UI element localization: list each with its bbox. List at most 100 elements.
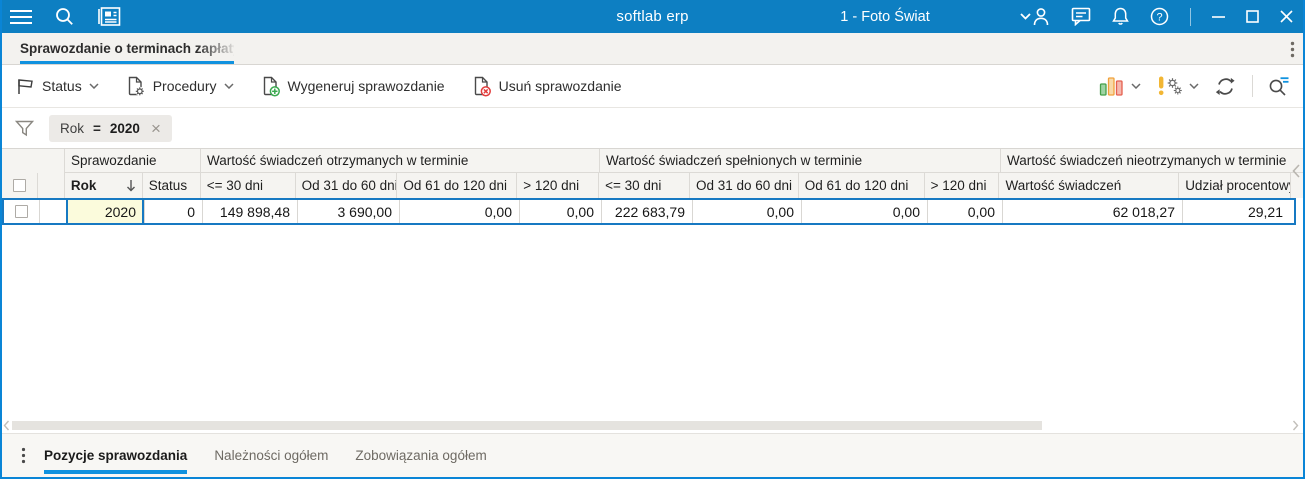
row-indicator-cell: [39, 200, 66, 223]
filter-remove-icon[interactable]: ×: [150, 118, 161, 138]
cell-otrzymane-30[interactable]: 149 898,48: [202, 200, 297, 223]
chat-icon[interactable]: [1071, 7, 1091, 26]
sort-descending-icon: [126, 180, 135, 192]
bell-icon[interactable]: [1112, 7, 1129, 26]
minimize-button[interactable]: [1212, 10, 1225, 23]
delete-report-label: Usuń sprawozdanie: [498, 78, 622, 94]
column-header-status[interactable]: Status: [141, 173, 200, 198]
titlebar-separator: [1190, 7, 1191, 26]
column-label: Rok: [70, 178, 97, 193]
cell-otrzymane-120[interactable]: 0,00: [519, 200, 601, 223]
grid-header: Sprawozdanie Wartość świadczeń otrzymany…: [2, 149, 1303, 198]
group-otrzymane: Wartość świadczeń otrzymanych w terminie: [200, 149, 599, 173]
tab-sprawozdanie[interactable]: Sprawozdanie o terminach zapłaty: [20, 33, 234, 64]
user-icon[interactable]: [1032, 7, 1050, 26]
table-row[interactable]: 2020 0 149 898,48 3 690,00 0,00 0,00 222…: [2, 198, 1296, 225]
refresh-icon[interactable]: [1214, 76, 1237, 97]
scroll-right-icon[interactable]: [1292, 420, 1299, 431]
cell-spelnione-61-120[interactable]: 0,00: [801, 200, 927, 223]
group-sprawozdanie: Sprawozdanie: [64, 149, 200, 173]
svg-text:?: ?: [1156, 11, 1162, 23]
chevron-down-icon: [223, 83, 234, 89]
search-filter-icon[interactable]: [1268, 76, 1289, 96]
generate-report-icon: [261, 76, 281, 97]
chart-view-button[interactable]: [1099, 76, 1141, 96]
filter-chip-rok[interactable]: Rok = 2020 ×: [49, 114, 172, 142]
cell-spelnione-31-60[interactable]: 0,00: [692, 200, 801, 223]
column-header-udzial[interactable]: Udział procentowy: [1178, 173, 1290, 198]
filter-operator: =: [93, 120, 101, 136]
cell-otrzymane-31-60[interactable]: 3 690,00: [297, 200, 399, 223]
help-icon[interactable]: ?: [1150, 7, 1169, 26]
procedury-label: Procedury: [152, 78, 217, 94]
row-checkbox-cell: [4, 200, 39, 223]
cell-rok[interactable]: 2020: [66, 200, 144, 223]
news-icon[interactable]: [97, 7, 121, 26]
warning-gear-icon: [1156, 75, 1182, 97]
column-header-rok[interactable]: Rok: [63, 173, 142, 198]
filter-value: 2020: [109, 120, 140, 136]
row-checkbox[interactable]: [15, 205, 28, 218]
collapse-panel-icon[interactable]: [1292, 164, 1300, 178]
tab-zobowiazania-ogolem[interactable]: Zobowiązania ogółem: [355, 448, 487, 463]
warnings-settings-button[interactable]: [1156, 75, 1199, 97]
grid-empty-area: [2, 225, 1303, 419]
status-button[interactable]: Status: [16, 77, 99, 95]
group-spacer: [2, 149, 64, 173]
cell-spelnione-120[interactable]: 0,00: [927, 200, 1002, 223]
delete-report-button[interactable]: Usuń sprawozdanie: [472, 76, 622, 97]
document-tab-bar: Sprawozdanie o terminach zapłaty: [2, 33, 1303, 65]
generate-report-button[interactable]: Wygeneruj sprawozdanie: [261, 76, 445, 97]
tab-label: Sprawozdanie o terminach zapłaty: [20, 41, 234, 56]
select-all-checkbox[interactable]: [12, 179, 26, 192]
generate-report-label: Wygeneruj sprawozdanie: [287, 78, 445, 94]
hamburger-menu-icon[interactable]: [10, 9, 32, 25]
grid-column-header-row: Rok Status <= 30 dni Od 31 do 60 dni Od …: [2, 173, 1303, 198]
column-header-otrzymane-31-60[interactable]: Od 31 do 60 dni: [294, 173, 396, 198]
column-header-spelnione-30[interactable]: <= 30 dni: [598, 173, 689, 198]
select-all-cell: [2, 173, 37, 198]
cell-udzial[interactable]: 29,21: [1182, 200, 1290, 223]
group-spelnione: Wartość świadczeń spełnionych w terminie: [599, 149, 1000, 173]
column-header-otrzymane-30[interactable]: <= 30 dni: [199, 173, 295, 198]
tab-bar-menu-icon[interactable]: [1290, 41, 1295, 58]
filter-field: Rok: [60, 120, 85, 136]
chevron-down-icon: [1189, 83, 1199, 89]
tab-pozycje-sprawozdania[interactable]: Pozycje sprawozdania: [44, 434, 188, 477]
cell-status[interactable]: 0: [144, 200, 202, 223]
app-title: softlab erp: [616, 8, 689, 25]
procedures-icon: [126, 76, 146, 97]
maximize-button[interactable]: [1246, 10, 1259, 23]
cell-wartosc[interactable]: 62 018,27: [1002, 200, 1182, 223]
delete-report-icon: [472, 76, 492, 97]
chevron-down-icon: [1131, 83, 1141, 89]
cell-otrzymane-61-120[interactable]: 0,00: [399, 200, 519, 223]
column-header-wartosc[interactable]: Wartość świadczeń: [998, 173, 1178, 198]
header-filler: [1290, 173, 1303, 198]
horizontal-scrollbar[interactable]: [2, 419, 1303, 433]
column-header-spelnione-120[interactable]: > 120 dni: [923, 173, 999, 198]
toolbar-separator: [1252, 75, 1253, 97]
close-button[interactable]: [1280, 10, 1293, 23]
tab-naleznosci-ogolem[interactable]: Należności ogółem: [214, 448, 329, 463]
grid-group-header-row: Sprawozdanie Wartość świadczeń otrzymany…: [2, 149, 1303, 173]
bottom-tab-menu-icon[interactable]: [2, 434, 44, 477]
procedury-button[interactable]: Procedury: [126, 76, 234, 97]
column-header-spelnione-61-120[interactable]: Od 61 do 120 dni: [797, 173, 924, 198]
bottom-tab-bar: Pozycje sprawozdania Należności ogółem Z…: [2, 433, 1303, 477]
filter-bar: Rok = 2020 ×: [2, 108, 1303, 149]
flag-icon: [16, 77, 35, 95]
company-selector[interactable]: 1 - Foto Świat: [840, 8, 930, 25]
chevron-down-icon[interactable]: [1020, 13, 1031, 20]
cell-spelnione-30[interactable]: 222 683,79: [601, 200, 692, 223]
filter-funnel-icon[interactable]: [15, 120, 34, 137]
status-label: Status: [42, 78, 82, 94]
toolbar: Status Procedury Wygeneruj sprawozdanie …: [2, 65, 1303, 108]
column-header-otrzymane-120[interactable]: > 120 dni: [516, 173, 598, 198]
column-header-spelnione-31-60[interactable]: Od 31 do 60 dni: [688, 173, 798, 198]
scrollbar-thumb[interactable]: [12, 421, 1042, 430]
column-header-otrzymane-61-120[interactable]: Od 61 do 120 dni: [396, 173, 516, 198]
global-search-icon[interactable]: [55, 7, 74, 26]
scroll-left-icon[interactable]: [3, 420, 10, 431]
row-indicator-header: [36, 173, 64, 198]
